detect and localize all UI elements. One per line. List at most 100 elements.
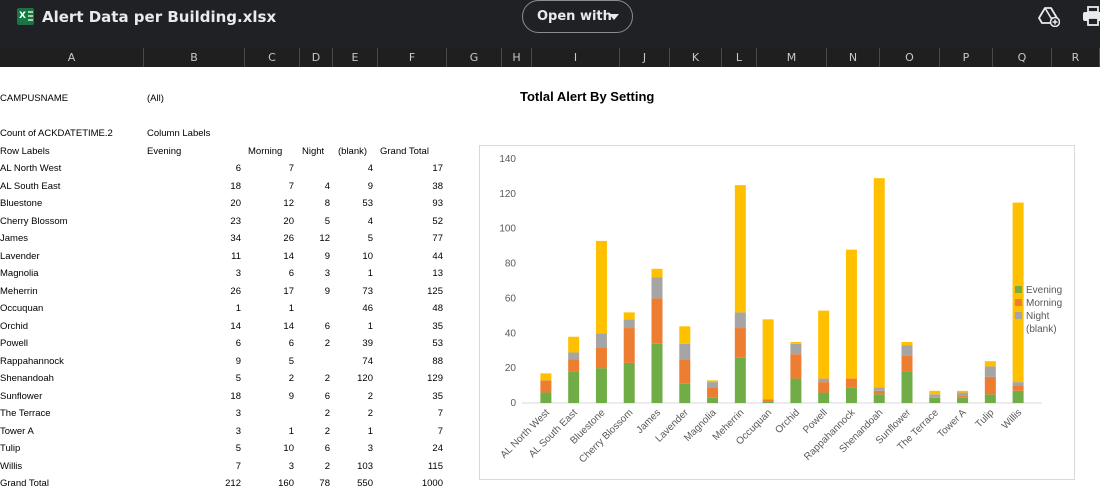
- value-cell[interactable]: 20: [283, 215, 294, 227]
- value-cell[interactable]: 160: [278, 478, 294, 489]
- column-header-r[interactable]: R: [1052, 48, 1100, 67]
- row-label[interactable]: AL North West: [0, 163, 62, 174]
- column-header-i[interactable]: I: [532, 48, 620, 67]
- value-cell[interactable]: 8: [324, 198, 330, 209]
- row-label[interactable]: Magnolia: [0, 268, 39, 279]
- value-cell[interactable]: 1: [235, 303, 241, 314]
- column-header-h[interactable]: H: [502, 48, 532, 67]
- value-cell[interactable]: 23: [230, 215, 241, 227]
- value-cell[interactable]: 120: [357, 373, 373, 384]
- value-cell[interactable]: 46: [362, 303, 373, 314]
- pivot-column-header[interactable]: (blank): [338, 146, 368, 157]
- value-cell[interactable]: 48: [432, 303, 443, 314]
- pivot-column-header[interactable]: Morning: [248, 146, 283, 157]
- value-cell[interactable]: 35: [432, 320, 443, 332]
- column-header-j[interactable]: J: [620, 48, 670, 67]
- column-header-f[interactable]: F: [378, 48, 447, 67]
- value-cell[interactable]: 17: [283, 285, 294, 297]
- value-cell[interactable]: 6: [235, 163, 241, 174]
- value-cell[interactable]: 4: [367, 163, 373, 174]
- column-labels-header[interactable]: Column Labels: [147, 128, 211, 139]
- value-cell[interactable]: 88: [432, 355, 443, 367]
- value-cell[interactable]: 53: [432, 338, 443, 349]
- value-cell[interactable]: 9: [367, 180, 373, 192]
- open-with-button[interactable]: Open with: [522, 0, 633, 33]
- row-label[interactable]: James: [0, 233, 28, 244]
- pivot-column-header[interactable]: Grand Total: [380, 146, 429, 157]
- row-label[interactable]: Tower A: [0, 425, 34, 437]
- value-cell[interactable]: 1: [288, 303, 294, 314]
- value-cell[interactable]: 52: [432, 215, 443, 227]
- column-header-e[interactable]: E: [333, 48, 378, 67]
- row-label[interactable]: Cherry Blossom: [0, 215, 68, 227]
- value-cell[interactable]: 7: [288, 180, 294, 192]
- filter-value[interactable]: (All): [147, 93, 164, 104]
- value-cell[interactable]: 5: [235, 443, 241, 454]
- value-cell[interactable]: 212: [225, 478, 241, 489]
- value-cell[interactable]: 73: [362, 285, 373, 297]
- value-cell[interactable]: 35: [432, 390, 443, 402]
- value-cell[interactable]: 1000: [421, 478, 443, 489]
- value-cell[interactable]: 6: [324, 320, 330, 332]
- row-label[interactable]: Rappahannock: [0, 355, 64, 367]
- value-cell[interactable]: 103: [357, 460, 373, 472]
- value-cell[interactable]: 9: [288, 390, 294, 402]
- value-cell[interactable]: 9: [324, 285, 330, 297]
- row-labels-header[interactable]: Row Labels: [0, 146, 50, 157]
- stacked-bar-chart[interactable]: 0 20 40 60 80 100 120 140 AL North West AL South …: [479, 145, 1075, 480]
- value-cell[interactable]: 5: [367, 233, 373, 244]
- row-label[interactable]: Occuquan: [0, 303, 44, 314]
- value-cell[interactable]: 24: [432, 443, 443, 454]
- value-cell[interactable]: 3: [235, 408, 241, 419]
- value-cell[interactable]: 6: [288, 268, 294, 279]
- value-cell[interactable]: 125: [427, 285, 443, 297]
- row-label[interactable]: Meherrin: [0, 285, 38, 297]
- column-header-n[interactable]: N: [827, 48, 880, 67]
- add-to-drive-icon[interactable]: [1038, 5, 1060, 27]
- value-cell[interactable]: 2: [324, 425, 330, 437]
- row-label[interactable]: The Terrace: [0, 408, 51, 419]
- value-cell[interactable]: 6: [288, 338, 294, 349]
- value-cell[interactable]: 550: [357, 478, 373, 489]
- value-cell[interactable]: 7: [437, 425, 443, 437]
- value-cell[interactable]: 1: [367, 320, 373, 332]
- row-label[interactable]: Bluestone: [0, 198, 43, 209]
- filter-field-label[interactable]: CAMPUSNAME: [0, 93, 69, 104]
- value-cell[interactable]: 2: [367, 390, 373, 402]
- row-label[interactable]: Willis: [0, 460, 23, 472]
- value-cell[interactable]: 12: [283, 198, 294, 209]
- column-header-o[interactable]: O: [880, 48, 940, 67]
- row-label[interactable]: Sunflower: [0, 390, 43, 402]
- value-cell[interactable]: 14: [283, 250, 294, 262]
- value-cell[interactable]: 4: [324, 180, 330, 192]
- column-header-a[interactable]: A: [0, 48, 144, 67]
- value-cell[interactable]: 9: [235, 355, 241, 367]
- column-header-l[interactable]: L: [722, 48, 757, 67]
- column-header-q[interactable]: Q: [993, 48, 1052, 67]
- row-label[interactable]: AL South East: [0, 180, 61, 192]
- value-cell[interactable]: 74: [362, 355, 373, 367]
- value-cell[interactable]: 6: [324, 443, 330, 454]
- pivot-column-header[interactable]: Night: [302, 146, 325, 157]
- value-cell[interactable]: 44: [432, 250, 443, 262]
- row-label[interactable]: Tulip: [0, 443, 21, 454]
- value-cell[interactable]: 1: [367, 425, 373, 437]
- value-cell[interactable]: 3: [367, 443, 373, 454]
- value-cell[interactable]: 38: [432, 180, 443, 192]
- value-cell[interactable]: 2: [367, 408, 373, 419]
- measure-label[interactable]: Count of ACKDATETIME.2: [0, 128, 113, 139]
- column-header-g[interactable]: G: [447, 48, 502, 67]
- column-header-c[interactable]: C: [245, 48, 300, 67]
- column-header-k[interactable]: K: [670, 48, 722, 67]
- value-cell[interactable]: 3: [324, 268, 330, 279]
- value-cell[interactable]: 115: [427, 460, 443, 472]
- value-cell[interactable]: 39: [362, 338, 373, 349]
- column-header-p[interactable]: P: [940, 48, 993, 67]
- print-icon[interactable]: [1082, 6, 1100, 26]
- row-label[interactable]: Orchid: [0, 320, 28, 332]
- value-cell[interactable]: 2: [288, 373, 294, 384]
- column-header-d[interactable]: D: [300, 48, 333, 67]
- value-cell[interactable]: 12: [319, 233, 330, 244]
- column-header-b[interactable]: B: [144, 48, 245, 67]
- value-cell[interactable]: 5: [324, 215, 330, 227]
